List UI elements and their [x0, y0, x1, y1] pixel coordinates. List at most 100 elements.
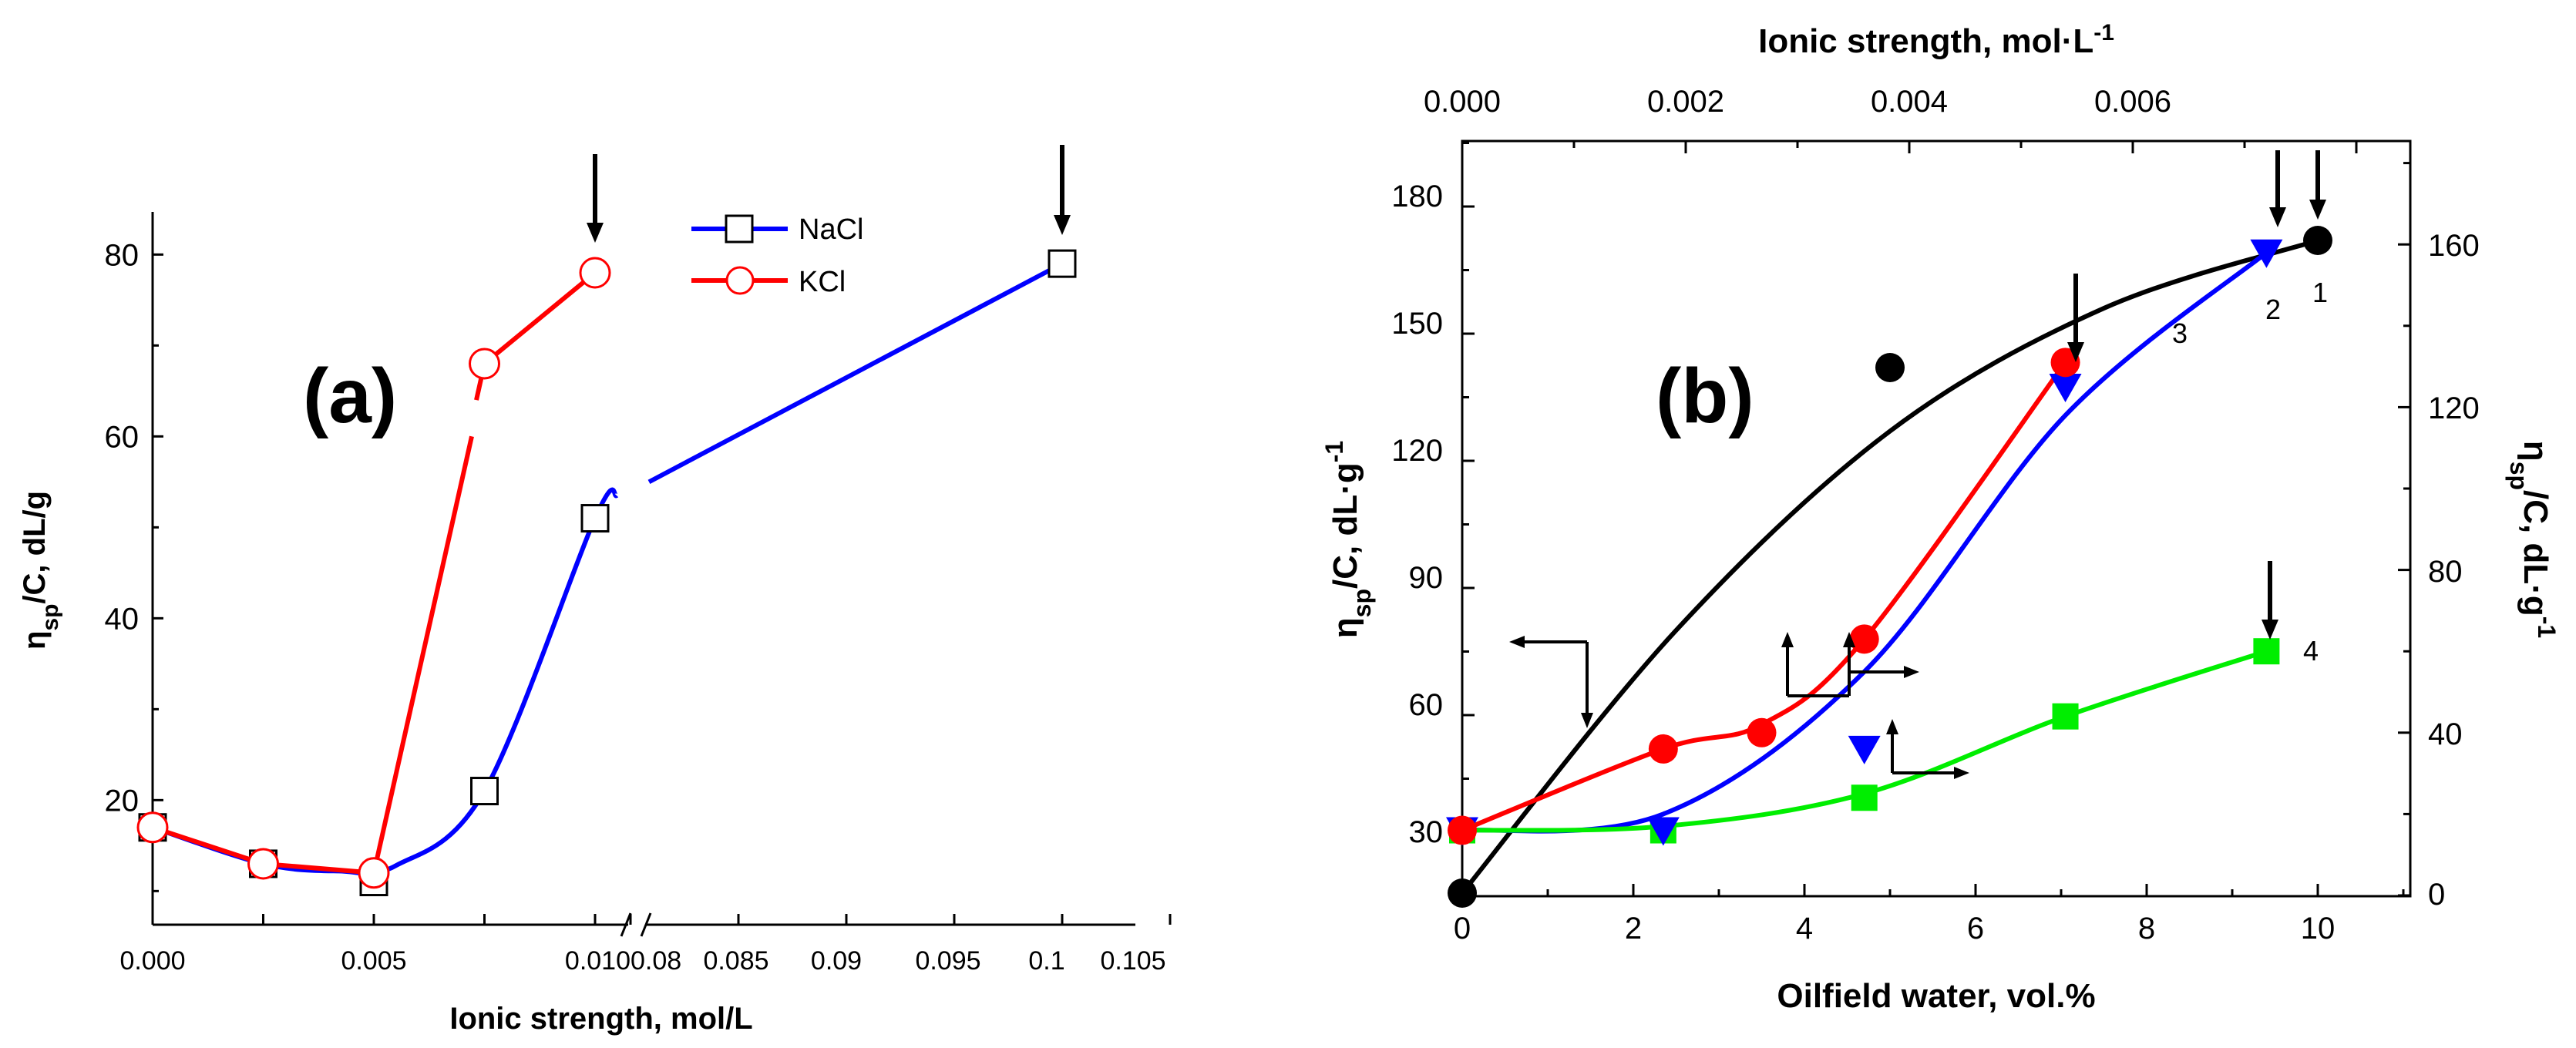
data-point-nacl — [1048, 249, 1077, 278]
panel-b-x-tick-label: 6 — [1967, 912, 1984, 946]
arrow-series-2-right-axis-head — [1954, 767, 1969, 779]
panel-b-top-x-tick-label: 0.004 — [1871, 85, 1948, 119]
panel-b-right-y-axis-title: ηsp/C, dL·g-1 — [2505, 441, 2561, 638]
legend-label-nacl: NaCl — [799, 213, 863, 246]
arrow-series-3-max-head — [2067, 342, 2084, 362]
panel-a: 20 40 60 80 0.000 0.005 0.010 0.08 0.085 0.… — [18, 145, 1172, 1036]
data-point-series-4 — [1851, 784, 1878, 811]
series-label-1: 1 — [2312, 277, 2328, 308]
panel-b-top-x-ticks — [1461, 141, 2358, 153]
arrow-series-3-right-axis-head — [1904, 666, 1919, 678]
panel-a-label: (a) — [303, 353, 397, 439]
arrow-series-1-down-head — [1581, 713, 1593, 728]
panel-b-curves — [1460, 238, 2319, 895]
panel-b-right-y-tick-label: 120 — [2428, 391, 2480, 425]
data-point-series-3 — [1648, 734, 1678, 764]
panel-b-label: (b) — [1656, 353, 1754, 439]
panel-b-left-y-tick-label: 180 — [1391, 180, 1443, 213]
panel-b-left-y-tick-label: 30 — [1409, 815, 1444, 849]
panel-b-top-x-tick-label: 0.002 — [1647, 85, 1724, 119]
panel-b-right-y-tick-label: 160 — [2428, 229, 2480, 263]
panel-b-left-y-tick-label: 150 — [1391, 307, 1443, 341]
data-point-series-3 — [1747, 717, 1777, 747]
panel-b-top-x-tick-label: 0.006 — [2094, 85, 2171, 119]
arrow-nacl-max-head — [1054, 215, 1071, 235]
legend-item-kcl: KCl — [691, 266, 846, 298]
data-point-series-2 — [1646, 817, 1680, 846]
panel-b-x-tick-label: 2 — [1625, 912, 1642, 946]
panel-a-x-tick-label: 0.105 — [1100, 946, 1165, 976]
data-point-series-3 — [2050, 348, 2080, 378]
panel-b-top-x-axis-title: Ionic strength, mol·L-1 — [1758, 20, 2114, 61]
panel-a-curves — [152, 261, 1064, 876]
panel-a-y-axis-title: ηsp/C, dL/g — [18, 491, 63, 650]
data-point-kcl — [136, 811, 169, 844]
panel-b: 0 2 4 6 8 10 0.000 0.002 0.004 0.006 30 … — [1320, 20, 2561, 1016]
panel-a-x-axis-break — [620, 912, 652, 937]
panel-a-y-tick-label: 40 — [105, 602, 140, 636]
arrow-series-3-up-head — [1781, 632, 1794, 647]
panel-a-x-tick-label: 0.1 — [1028, 946, 1064, 976]
series-line-2 — [1461, 250, 2268, 834]
data-point-kcl — [358, 857, 390, 889]
data-point-series-3 — [1849, 624, 1879, 654]
arrow-series-2-max-head — [2269, 207, 2286, 227]
series-line-kcl-top — [483, 270, 597, 366]
data-point-kcl — [247, 848, 279, 880]
legend-label-kcl: KCl — [799, 266, 846, 298]
panel-a-x-tick-label: 0.010 — [565, 946, 631, 976]
panel-b-left-y-tick-label: 60 — [1409, 688, 1444, 722]
panel-a-x-tick-label: 0.005 — [341, 946, 406, 976]
data-point-nacl — [580, 504, 610, 533]
panel-a-x-tick-label: 0.095 — [915, 946, 980, 976]
panel-b-markers — [1446, 226, 2332, 908]
arrow-series-2-up-head — [1886, 719, 1898, 734]
panel-b-x-tick-label: 0 — [1454, 912, 1471, 946]
data-point-series-3 — [1448, 815, 1477, 845]
data-point-series-1 — [1448, 878, 1477, 908]
panel-a-x-ticks — [151, 914, 1172, 925]
legend-item-nacl: NaCl — [691, 213, 863, 246]
panel-b-arrows — [1509, 150, 2326, 779]
series-label-3: 3 — [2172, 317, 2188, 349]
panel-a-y-tick-label: 20 — [105, 784, 140, 818]
data-point-series-2 — [1848, 735, 1881, 764]
panel-b-x-ticks — [1461, 884, 2405, 896]
arrow-series-3-up-2-head — [1843, 632, 1855, 647]
data-point-series-4 — [2052, 703, 2079, 730]
series-line-3 — [1461, 361, 2067, 833]
data-point-kcl — [469, 348, 500, 380]
series-label-2: 2 — [2265, 294, 2281, 325]
panel-a-legend: NaCl KCl — [691, 213, 863, 298]
data-point-series-4 — [2253, 638, 2280, 665]
data-point-series-1 — [1875, 353, 1905, 382]
panel-a-x-tick-label: 0.08 — [631, 946, 681, 976]
panel-a-y-ticks: 20 40 60 80 — [105, 238, 163, 892]
data-point-series-1 — [2303, 226, 2332, 255]
panel-a-y-tick-label: 60 — [105, 420, 140, 454]
panel-a-x-axis-title: Ionic strength, mol/L — [449, 1002, 752, 1036]
arrow-kcl-max-head — [587, 223, 604, 243]
panel-b-left-y-tick-label: 120 — [1391, 434, 1443, 468]
panel-b-frame — [1461, 139, 2412, 898]
series-line-1 — [1460, 238, 2319, 895]
panel-b-right-y-tick-label: 40 — [2428, 717, 2463, 751]
panel-b-x-tick-label: 8 — [2138, 912, 2155, 946]
arrow-series-1-max-head — [2309, 200, 2326, 220]
panel-a-y-tick-label: 80 — [105, 238, 140, 272]
arrow-series-1-left-axis-head — [1509, 636, 1525, 648]
panel-a-x-tick-label: 0.000 — [119, 946, 185, 976]
panel-b-x-tick-label: 10 — [2301, 912, 2336, 946]
panel-b-left-y-axis-title: ηsp/C, dL·g-1 — [1320, 441, 1376, 638]
panel-b-right-y-tick-label: 80 — [2428, 555, 2463, 589]
panel-a-x-tick-label: 0.085 — [703, 946, 768, 976]
panel-b-left-y-ticks — [1462, 142, 1475, 844]
data-point-series-2 — [2250, 239, 2283, 268]
data-point-nacl — [470, 777, 499, 806]
data-point-series-2 — [2049, 374, 2082, 402]
panel-a-arrows — [587, 145, 1071, 243]
panel-b-x-axis-title: Oilfield water, vol.% — [1777, 977, 2095, 1015]
arrow-series-4-max-head — [2262, 620, 2278, 640]
panel-b-right-y-tick-label: 0 — [2428, 878, 2445, 912]
panel-b-top-x-tick-label: 0.000 — [1424, 85, 1501, 119]
